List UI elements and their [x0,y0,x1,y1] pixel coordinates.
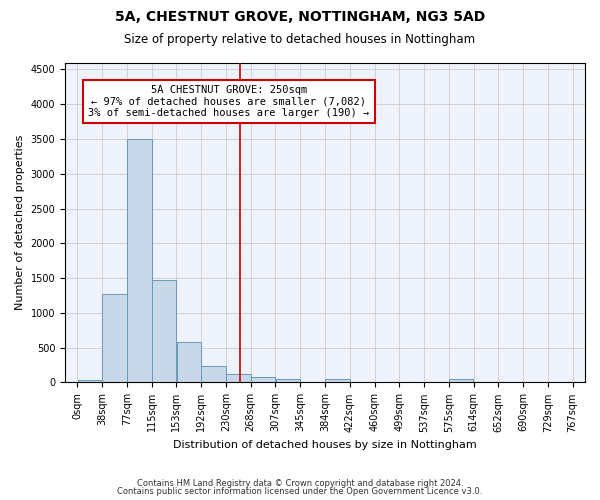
Bar [127,139,152,382]
Bar [77,380,102,382]
X-axis label: Distribution of detached houses by size in Nottingham: Distribution of detached houses by size … [173,440,477,450]
Text: Contains HM Land Registry data © Crown copyright and database right 2024.: Contains HM Land Registry data © Crown c… [137,478,463,488]
Bar [152,280,176,382]
Y-axis label: Number of detached properties: Number of detached properties [15,135,25,310]
Bar [202,366,226,382]
Text: 5A CHESTNUT GROVE: 250sqm
← 97% of detached houses are smaller (7,082)
3% of sem: 5A CHESTNUT GROVE: 250sqm ← 97% of detac… [88,85,370,118]
Bar [449,378,473,382]
Bar [176,342,201,382]
Bar [275,378,300,382]
Bar [226,374,251,382]
Text: Contains public sector information licensed under the Open Government Licence v3: Contains public sector information licen… [118,487,482,496]
Text: Size of property relative to detached houses in Nottingham: Size of property relative to detached ho… [124,32,476,46]
Text: 5A, CHESTNUT GROVE, NOTTINGHAM, NG3 5AD: 5A, CHESTNUT GROVE, NOTTINGHAM, NG3 5AD [115,10,485,24]
Bar [102,294,127,382]
Bar [325,380,350,382]
Bar [251,376,275,382]
